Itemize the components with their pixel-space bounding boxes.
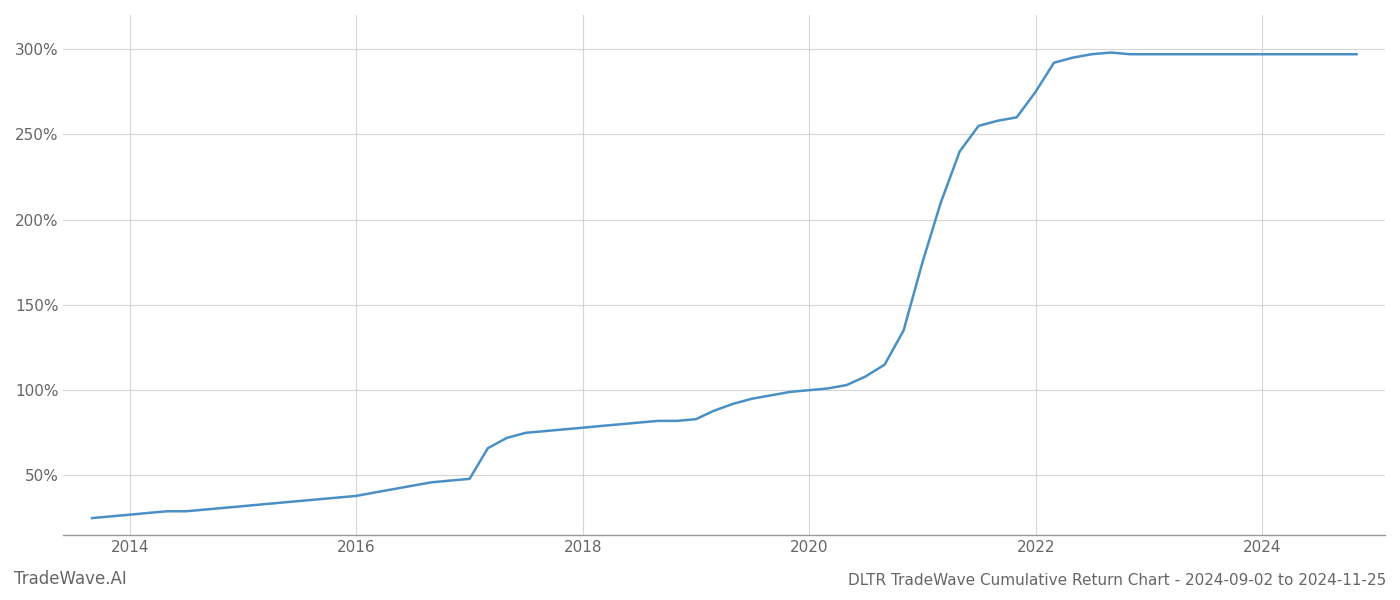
Text: DLTR TradeWave Cumulative Return Chart - 2024-09-02 to 2024-11-25: DLTR TradeWave Cumulative Return Chart -… [848, 573, 1386, 588]
Text: TradeWave.AI: TradeWave.AI [14, 570, 127, 588]
